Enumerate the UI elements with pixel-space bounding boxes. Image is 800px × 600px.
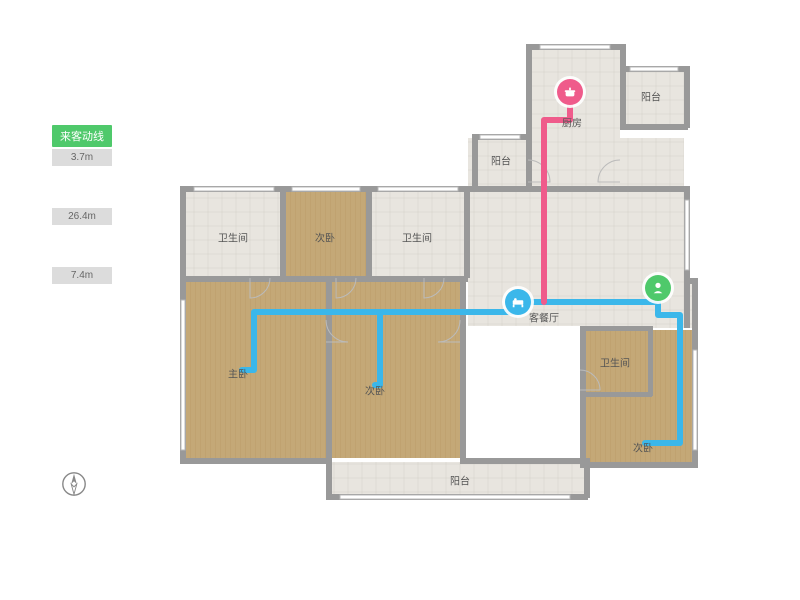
legend-label-living: 居住动线 xyxy=(52,184,112,206)
floor-plan: 厨房阳台阳台卫生间次卧卫生间主卧次卧客餐厅卫生间次卧阳台 xyxy=(180,30,740,535)
legend: 来客动线 3.7m 居住动线 26.4m 家务动线 7.4m xyxy=(52,125,112,302)
legend-label-chores: 家务动线 xyxy=(52,243,112,265)
legend-label-guest: 来客动线 xyxy=(52,125,112,147)
room-wc-nw xyxy=(186,192,282,277)
marker-guest-icon xyxy=(645,275,671,301)
legend-value-living: 26.4m xyxy=(52,208,112,225)
room-bed-n1 xyxy=(286,192,366,277)
legend-item-living: 居住动线 26.4m xyxy=(52,184,112,225)
room-bed-s1 xyxy=(330,282,460,458)
marker-chores-icon xyxy=(557,79,583,105)
room-balcony-ne xyxy=(624,70,684,125)
legend-value-chores: 7.4m xyxy=(52,267,112,284)
legend-item-guest: 来客动线 3.7m xyxy=(52,125,112,166)
marker-living-icon xyxy=(505,289,531,315)
room-wc-n2 xyxy=(370,192,464,277)
room-balcony-s xyxy=(330,462,584,498)
compass-icon xyxy=(60,470,88,498)
legend-value-guest: 3.7m xyxy=(52,149,112,166)
legend-item-chores: 家务动线 7.4m xyxy=(52,243,112,284)
